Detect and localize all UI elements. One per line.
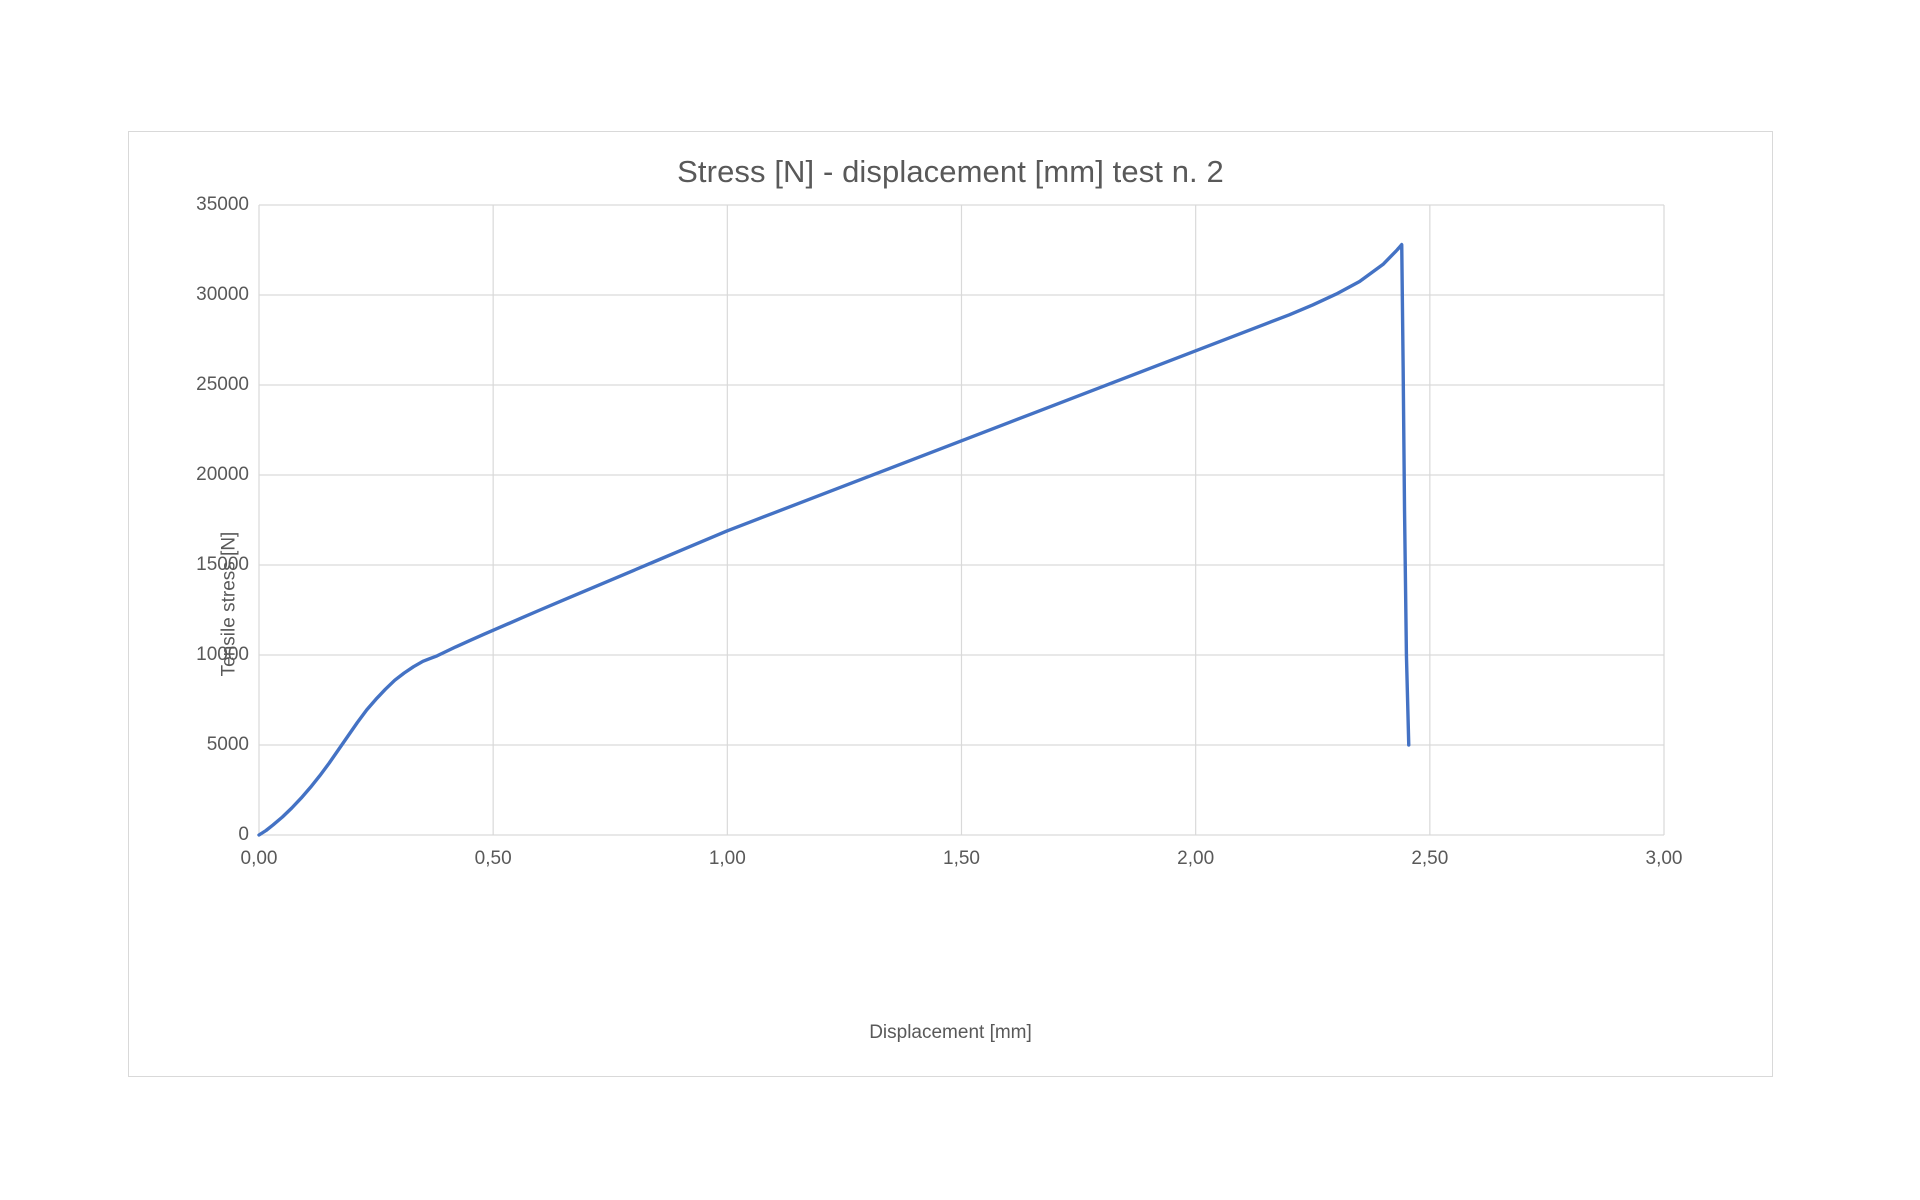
y-tick-label: 30000 (196, 284, 249, 305)
y-tick-label: 25000 (196, 374, 249, 395)
stress-displacement-curve (259, 245, 1409, 835)
x-axis-tick-labels: 0,00 0,50 1,00 1,50 2,00 2,50 3,00 (241, 848, 1683, 878)
y-tick-label: 0 (238, 824, 249, 845)
chart-title: Stress [N] - displacement [mm] test n. 2 (677, 154, 1224, 189)
x-tick-label: 3,00 (1645, 848, 1683, 869)
plot-area (259, 205, 1664, 835)
chart-card: Stress [N] - displacement [mm] test n. 2… (128, 131, 1773, 1077)
y-tick-label: 20000 (196, 464, 249, 485)
x-axis-title: Displacement [mm] (869, 1022, 1032, 1043)
y-tick-label: 10000 (196, 644, 249, 665)
y-tick-label: 35000 (196, 194, 249, 215)
x-tick-label: 0,50 (474, 848, 512, 869)
y-tick-label: 15000 (196, 554, 249, 575)
x-tick-label: 2,00 (1177, 848, 1215, 869)
vertical-gridlines (259, 205, 1664, 835)
plot-svg (259, 205, 1664, 835)
x-tick-label: 1,00 (708, 848, 746, 869)
x-tick-label: 1,50 (943, 848, 980, 869)
y-tick-label: 5000 (206, 734, 249, 755)
x-tick-label: 0,00 (240, 848, 278, 869)
y-axis-tick-labels: 0 5000 10000 15000 20000 25000 30000 35000 (177, 194, 249, 845)
x-tick-label: 2,50 (1411, 848, 1449, 869)
